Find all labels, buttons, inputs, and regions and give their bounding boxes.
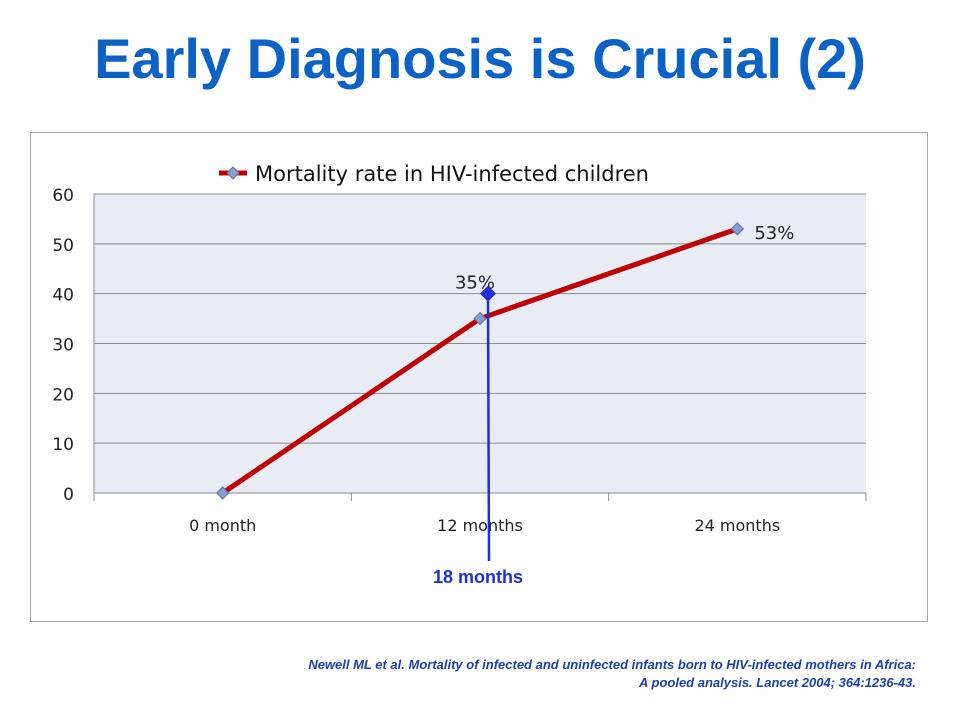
- x-tick-label: 12 months: [437, 516, 523, 535]
- annotation-line: [486, 293, 491, 562]
- mortality-line-chart: 0 10 20 30 40 50 60 0 month 12 months 24 months 35…: [52, 162, 867, 587]
- x-tick-label: 24 months: [694, 516, 780, 535]
- y-tick-label: 20: [52, 385, 74, 405]
- y-tick-label: 60: [52, 186, 74, 206]
- annotation-marker: [480, 285, 496, 302]
- citation-line-1: Newell ML et al. Mortality of infected a…: [308, 657, 916, 672]
- citation: Newell ML et al. Mortality of infected a…: [116, 656, 916, 692]
- data-point: [473, 311, 487, 326]
- chart-frame: 0 10 20 30 40 50 60 0 month 12 months 24 months 35…: [30, 132, 928, 622]
- y-tick-label: 10: [52, 435, 74, 455]
- annotation-label: 18 months: [433, 567, 523, 587]
- legend-label: Mortality rate in HIV-infected children: [255, 162, 649, 186]
- y-tick-label: 40: [52, 286, 74, 306]
- slide-title: Early Diagnosis is Crucial (2): [94, 27, 866, 90]
- x-tick-label: 0 month: [189, 516, 256, 535]
- citation-line-2: A pooled analysis. Lancet 2004; 364:1236…: [639, 675, 916, 690]
- y-tick-label: 30: [52, 336, 74, 356]
- y-tick-label: 0: [63, 485, 74, 505]
- data-point: [215, 486, 230, 500]
- data-point: [730, 222, 745, 236]
- data-label: 53%: [754, 223, 794, 244]
- legend-marker-swatch: [226, 166, 240, 180]
- y-tick-label: 50: [52, 236, 74, 256]
- data-label: 35%: [455, 273, 495, 294]
